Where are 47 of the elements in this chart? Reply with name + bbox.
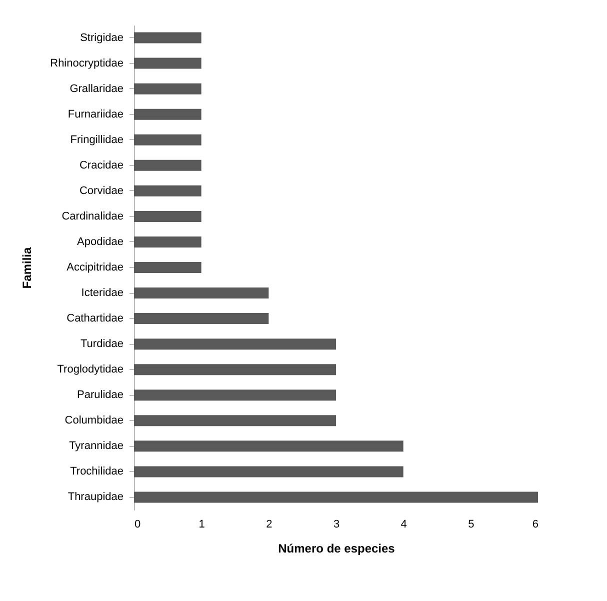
bar [134,338,336,350]
y-tick-label: Troglodytidae [57,364,124,376]
bar [134,32,202,44]
bar [134,440,404,452]
y-tick-label: Cathartidae [66,312,124,325]
x-tick-label: 1 [198,518,205,530]
x-tick-label: 4 [400,518,407,530]
x-tick-label: 6 [532,518,538,530]
x-tick-label: 5 [468,518,474,530]
y-tick-label: Tyrannidae [69,440,124,452]
y-tick-label: Parulidae [77,389,124,402]
bar [134,313,269,324]
y-tick-label: Furnariidae [68,108,124,120]
y-tick-label: Trochilidae [70,466,124,478]
x-tick-label: 0 [134,518,141,530]
y-axis-title: Familia [20,247,34,289]
y-tick-label: Fringillidae [70,134,124,146]
bar [134,108,202,120]
bar [134,415,336,426]
bar [134,236,202,248]
y-tick-label: Accipitridae [66,262,124,274]
bar [134,364,336,376]
bar [134,210,202,222]
y-tick-label: Strigidae [80,32,124,44]
y-tick-label: Columbidae [64,414,124,427]
y-tick-label: Cracidae [79,159,124,172]
bar [134,288,269,299]
y-tick-label: Cardinalidae [62,210,124,222]
bar [134,262,202,273]
bar [134,185,202,196]
bar [134,466,404,478]
y-tick-label: Turdidae [80,338,124,350]
bar [134,58,202,69]
y-tick-label: Rhinocryptidae [50,57,124,70]
y-tick-label: Grallaridae [70,82,124,95]
bar [134,160,202,171]
bar [134,390,336,401]
x-tick-label: 3 [333,518,340,530]
bar [134,83,202,94]
y-tick-label: Apodidae [77,236,124,248]
x-axis-title: Número de especies [278,542,396,556]
bar [134,134,202,146]
y-tick-label: Corvidae [79,184,124,197]
bar [134,492,538,503]
x-tick-label: 2 [266,518,272,530]
y-tick-label: Thraupidae [68,491,124,504]
y-tick-label: Icteridae [81,287,124,300]
